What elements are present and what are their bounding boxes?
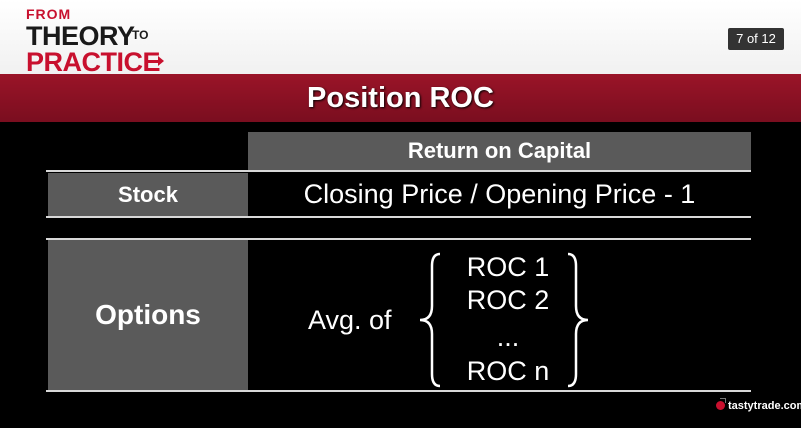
- divider-line: [46, 170, 751, 172]
- play-arrow-icon: [158, 56, 164, 66]
- avg-of-text: Avg. of: [308, 305, 392, 335]
- cherry-icon: [716, 401, 725, 410]
- logo-from-text: FROM: [26, 6, 72, 22]
- roc-item: ROC n: [466, 356, 550, 386]
- title-band: Position ROC: [0, 74, 801, 122]
- cherry-stem-icon: [720, 398, 726, 403]
- left-brace-icon: [419, 252, 441, 388]
- page-counter: 7 of 12: [728, 28, 784, 50]
- right-brace-icon: [567, 252, 589, 388]
- logo-practice-text: PRACTICE: [26, 47, 161, 77]
- roc-item: ...: [496, 322, 520, 352]
- stock-label: Stock: [48, 173, 248, 216]
- slide-title: Position ROC: [307, 82, 494, 114]
- stock-formula: Closing Price / Opening Price - 1: [303, 179, 696, 209]
- column-header-return-on-capital: Return on Capital: [248, 132, 751, 170]
- roc-item: ROC 1: [466, 252, 550, 282]
- divider-line: [46, 216, 751, 218]
- options-label: Options: [48, 240, 248, 390]
- logo-theory-text: THEORY: [26, 21, 135, 51]
- logo-to-text: TO: [132, 28, 149, 42]
- curly-braces: [419, 252, 589, 388]
- top-bar: FROM THEORY TO PRACTICE 7 of 12: [0, 0, 801, 77]
- divider-line: [46, 390, 751, 392]
- tastytrade-brand-text: tastytrade.com: [728, 400, 801, 412]
- divider-line: [46, 238, 751, 240]
- roc-item: ROC 2: [466, 285, 550, 315]
